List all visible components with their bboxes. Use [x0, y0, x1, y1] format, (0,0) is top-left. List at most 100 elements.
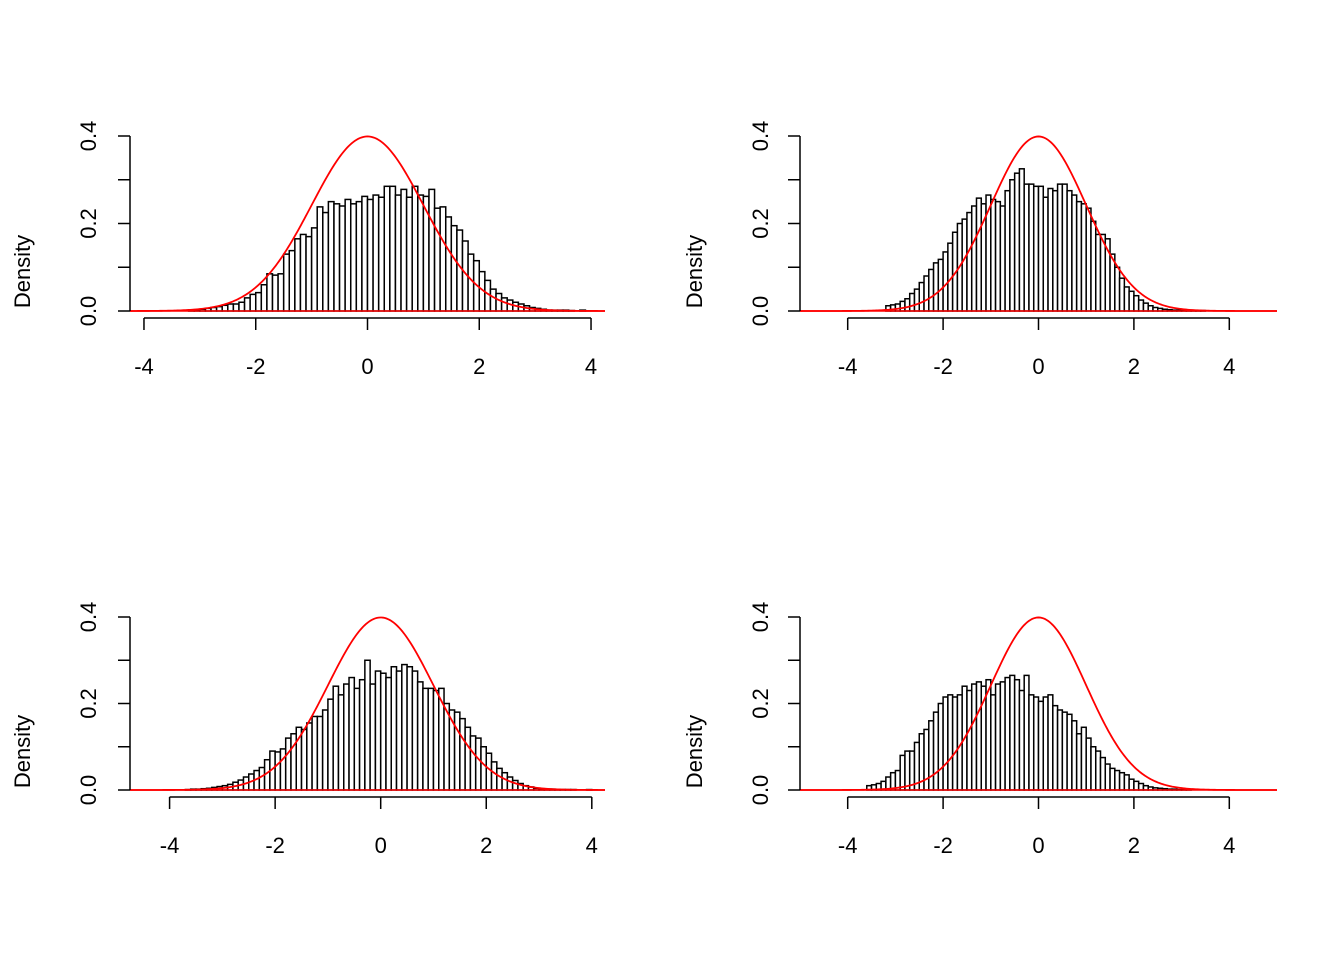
x-tick-label: -4	[838, 833, 858, 858]
histogram-bar	[401, 663, 408, 791]
histogram-bar	[383, 185, 391, 312]
histogram-panel-1: -4 -2 0 2 4 0.0 0.2 0.4 Density	[10, 121, 605, 379]
histogram-bar	[369, 683, 377, 791]
histogram-bar	[416, 681, 424, 791]
histogram-bar	[332, 685, 340, 791]
histogram-bar	[395, 670, 403, 791]
histogram-bar	[254, 291, 263, 312]
density-curve	[130, 135, 605, 312]
x-tick-label: -4	[160, 833, 180, 858]
histogram-bar	[394, 194, 402, 312]
x-tick-label: -2	[265, 833, 285, 858]
histogram-bar	[243, 297, 251, 312]
histogram-bar	[271, 274, 279, 312]
histogram-bar	[355, 200, 363, 312]
histogram-bar	[496, 767, 503, 791]
histogram-bar	[464, 726, 472, 791]
x-tick-label: -2	[933, 354, 953, 379]
histogram-bar	[428, 188, 436, 312]
histogram-bar	[294, 238, 302, 312]
y-tick-label: 0.4	[76, 602, 101, 633]
histogram-bar	[322, 211, 330, 312]
histogram-bar	[361, 195, 369, 312]
histogram-bar	[427, 687, 435, 791]
x-tick-label: -4	[838, 354, 858, 379]
histogram-bar	[249, 293, 257, 312]
x-tick-label: 2	[1128, 354, 1140, 379]
histogram-bar	[282, 253, 291, 312]
histogram-bar	[456, 229, 464, 312]
histogram-bar	[221, 304, 229, 312]
histogram-bar	[444, 216, 453, 312]
histogram-bar	[374, 670, 382, 791]
histogram-bar	[310, 227, 318, 312]
histogram-bar	[343, 683, 350, 791]
x-tick-label: -2	[246, 354, 266, 379]
histogram-bar	[433, 207, 441, 312]
x-tick-label: 2	[1128, 833, 1140, 858]
histogram-bar	[453, 711, 461, 791]
x-tick-label: 4	[1223, 833, 1235, 858]
x-tick-label: 0	[1032, 833, 1044, 858]
histogram-panel-2: -4 -2 0 2 4 0.0 0.2 0.4 Density	[682, 121, 1277, 379]
histogram-panel-3: -4 -2 0 2 4 0.0 0.2 0.4 Density	[10, 602, 605, 858]
histogram-bar	[385, 676, 393, 791]
histogram-bar	[372, 194, 380, 312]
histogram-bar	[260, 284, 268, 312]
histogram-bar	[432, 689, 440, 791]
x-tick-label: -2	[933, 833, 953, 858]
histogram-bar	[305, 235, 313, 312]
histogram-bar	[333, 203, 341, 312]
histogram-bar	[400, 188, 408, 312]
histogram-bar	[469, 735, 477, 791]
x-tick-label: 2	[473, 354, 485, 379]
histogram-bar	[327, 698, 334, 791]
x-tick-label: 0	[361, 354, 373, 379]
y-tick-label: 0.2	[748, 688, 773, 719]
y-tick-label: 0.0	[748, 775, 773, 806]
histogram-bar	[495, 292, 503, 312]
histogram-bar	[238, 301, 246, 312]
histogram-bar	[406, 665, 414, 791]
histogram-bar	[443, 702, 451, 791]
histogram-bar	[353, 687, 361, 791]
histogram-bar	[316, 715, 324, 791]
histogram-bar	[366, 198, 374, 312]
histogram-bar	[348, 676, 356, 791]
density-curve	[800, 135, 1277, 312]
histogram-bar	[485, 752, 493, 791]
histogram-bar	[279, 748, 287, 791]
histogram-bar	[439, 206, 447, 312]
histogram-bar	[288, 249, 296, 312]
histogram-bar	[327, 200, 335, 312]
y-tick-label: 0.2	[76, 208, 101, 239]
histogram-bar	[500, 297, 508, 312]
y-tick-label: 0.4	[748, 602, 773, 633]
y-tick-label: 0.2	[748, 208, 773, 239]
histogram-bar	[258, 766, 266, 791]
histogram-bar	[321, 709, 329, 791]
y-tick-label: 0.0	[748, 296, 773, 327]
histogram-bar	[405, 196, 413, 312]
histogram-bar	[337, 694, 345, 791]
x-tick-label: 2	[480, 833, 492, 858]
histogram-bar	[377, 196, 386, 312]
y-axis-label: Density	[10, 235, 35, 308]
y-axis-label: Density	[10, 715, 35, 788]
histogram-bar	[349, 203, 358, 312]
y-tick-label: 0.0	[76, 296, 101, 327]
histogram-bar	[490, 761, 498, 791]
histogram-bar	[277, 273, 285, 312]
x-tick-label: 4	[585, 354, 597, 379]
histogram-panel-4: -4 -2 0 2 4 0.0 0.2 0.4 Density	[682, 602, 1277, 858]
histogram-bar	[450, 224, 458, 312]
y-axis-label: Density	[682, 715, 707, 788]
x-tick-label: -4	[134, 354, 154, 379]
histogram-bar	[300, 728, 308, 791]
histogram-bar	[389, 185, 397, 312]
histogram-bar	[344, 198, 352, 312]
histogram-bar	[506, 776, 514, 791]
histogram-bar	[227, 303, 235, 312]
x-tick-label: 4	[1223, 354, 1235, 379]
